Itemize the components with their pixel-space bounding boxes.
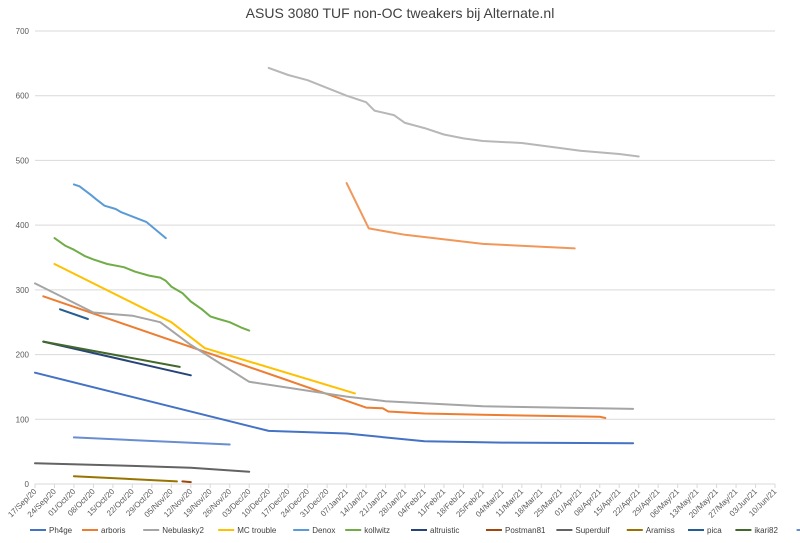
legend-item: altruistic: [411, 526, 459, 535]
y-tick-label: 0: [25, 480, 30, 489]
legend: Ph4ge arboris Nebulasky2 MC trouble Denox kol…: [30, 526, 800, 535]
y-tick-label: 600: [16, 92, 30, 101]
series-line-rogerwilco2: [267, 66, 640, 158]
legend-label: ikari82: [754, 526, 778, 535]
series-line-nebulasky2: [34, 282, 635, 410]
legend-item: pica: [688, 526, 722, 535]
legend-label: kollwitz: [364, 526, 390, 535]
series-line-altruistic: [42, 340, 192, 377]
legend-label: altruistic: [430, 526, 459, 535]
series-line-pica: [59, 308, 89, 320]
legend-item: ikari82: [735, 526, 779, 535]
series-line-postman81: [181, 480, 192, 484]
legend-label: Nebulasky2: [162, 526, 204, 535]
chart-title: ASUS 3080 TUF non-OC tweakers bij Altern…: [246, 5, 555, 21]
series-line-kollwitz: [53, 237, 251, 332]
gridlines: [35, 30, 775, 485]
legend-label: Postman81: [505, 526, 546, 535]
y-tick-label: 200: [16, 351, 30, 360]
series-lines: [34, 66, 640, 484]
series-line-aramiss: [72, 475, 178, 483]
legend-label: Ph4ge: [49, 526, 73, 535]
legend-item: kollwitz: [345, 526, 390, 535]
legend-label: Aramiss: [646, 526, 675, 535]
legend-label: pica: [707, 526, 722, 535]
series-line-workaholic: [345, 182, 576, 250]
legend-label: Superduif: [575, 526, 610, 535]
y-tick-label: 400: [16, 221, 30, 230]
y-tick-label: 100: [16, 415, 30, 424]
y-tick-label: 700: [16, 27, 30, 36]
series-line-ikari82: [42, 340, 181, 368]
legend-item: arboris: [82, 526, 125, 535]
legend-label: MC trouble: [237, 526, 277, 535]
series-line-mc-trouble: [53, 263, 356, 395]
x-axis-ticks: 17/Sep/2024/Sep/2001/Oct/2008/Oct/2015/O…: [6, 484, 779, 520]
legend-item: Ph4ge: [30, 526, 73, 535]
series-line-heliosik: [72, 436, 231, 446]
legend-item: MC trouble: [218, 526, 277, 535]
legend-item: Nebulasky2: [143, 526, 205, 535]
legend-item: Superduif: [556, 526, 610, 535]
series-line-denox: [72, 183, 167, 240]
legend-label: arboris: [101, 526, 125, 535]
series-line-superduif: [34, 462, 251, 473]
legend-item: Denox: [293, 526, 335, 535]
legend-label: Denox: [312, 526, 335, 535]
legend-item: Postman81: [486, 526, 546, 535]
series-line-ph4ge: [34, 371, 635, 445]
y-tick-label: 500: [16, 156, 30, 165]
y-tick-label: 300: [16, 286, 30, 295]
y-axis-ticks: 0 100 200 300 400 500 600 700: [16, 27, 30, 489]
legend-item: heliosik: [796, 529, 800, 531]
legend-item: Aramiss: [626, 526, 675, 535]
